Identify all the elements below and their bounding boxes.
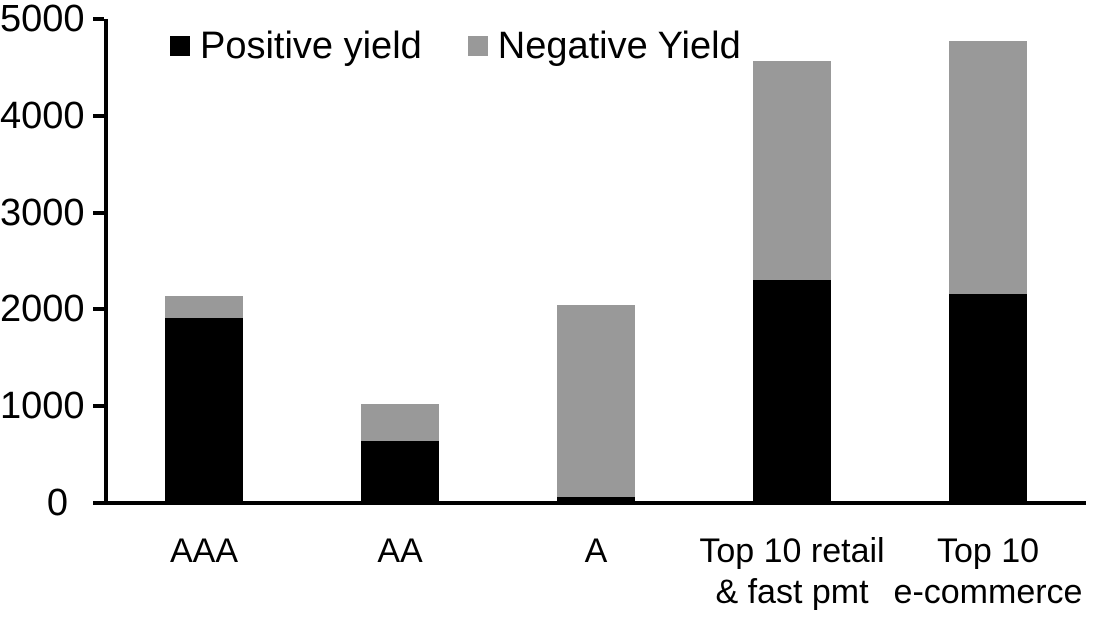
- y-tick-label-4000: 4000: [0, 94, 85, 137]
- legend-label-positive-yield: Positive yield: [200, 25, 422, 67]
- bar-top-10-retail-positive-yield: [753, 280, 831, 501]
- x-axis-line: [104, 501, 1086, 505]
- legend-swatch-positive-yield-icon: [170, 36, 190, 56]
- y-tick-label-2000: 2000: [0, 288, 85, 331]
- y-tick-mark-4000: [93, 113, 104, 118]
- x-axis-label-aa: AA: [377, 532, 423, 570]
- x-axis-label-top-10: Top 10 e-commerce: [893, 532, 1083, 611]
- legend-item-positive-yield: Positive yield: [170, 24, 422, 68]
- y-tick-label-5000: 5000: [0, 0, 85, 40]
- x-axis-label-aaa: AAA: [169, 532, 239, 570]
- legend-item-negative-yield: Negative Yield: [467, 24, 741, 68]
- y-tick-label-1000: 1000: [0, 385, 85, 428]
- y-axis-line: [104, 19, 108, 503]
- bar-a-negative-yield: [557, 304, 635, 497]
- y-tick-mark-5000: [93, 17, 104, 21]
- y-tick-mark-0: [93, 501, 104, 505]
- bar-top-10-retail-negative-yield: [753, 60, 831, 281]
- y-tick-mark-2000: [93, 307, 104, 312]
- bar-a-positive-yield: [557, 496, 635, 501]
- bar-aaa-positive-yield: [165, 318, 243, 501]
- bar-top-10-positive-yield: [949, 293, 1027, 501]
- bar-aa-positive-yield: [361, 440, 439, 501]
- x-axis-label-a: A: [584, 532, 608, 570]
- legend-swatch-negative-yield-icon: [467, 36, 488, 56]
- bar-top-10-negative-yield: [949, 41, 1027, 294]
- y-tick-label-3000: 3000: [0, 191, 85, 234]
- bar-aa-negative-yield: [361, 404, 439, 441]
- y-tick-label-0: 0: [46, 482, 68, 524]
- legend-label-negative-yield: Negative Yield: [497, 25, 741, 67]
- y-tick-mark-3000: [93, 210, 104, 215]
- bar-aaa-negative-yield: [165, 295, 243, 319]
- x-axis-label-top-10-retail: Top 10 retail & fast pmt: [699, 532, 885, 611]
- y-tick-mark-1000: [93, 404, 104, 409]
- chart-legend: Positive yield Negative Yield: [170, 24, 741, 68]
